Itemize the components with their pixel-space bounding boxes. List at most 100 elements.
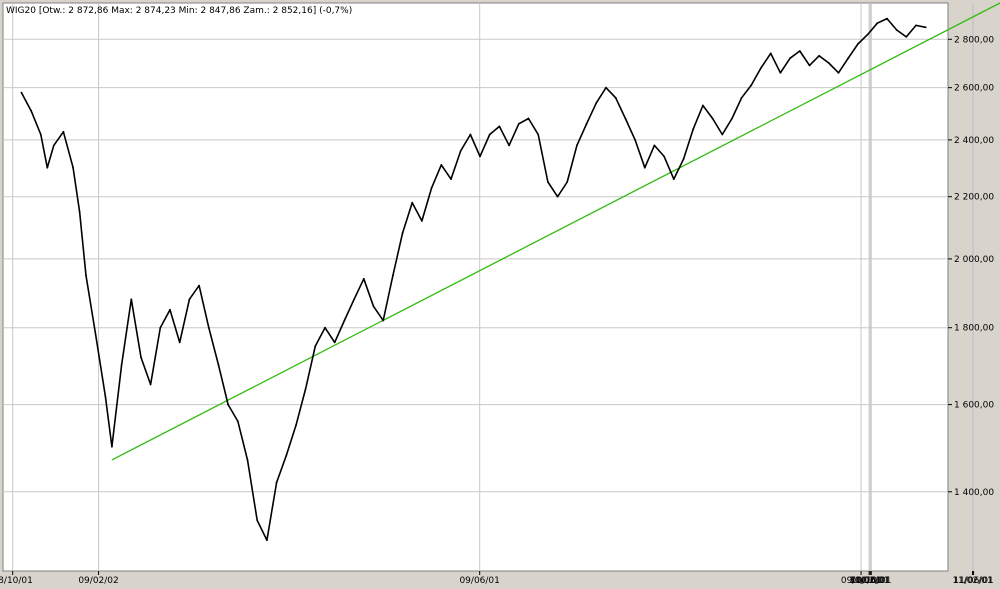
price-point-0-53 xyxy=(517,122,520,125)
price-point-0-34 xyxy=(333,341,336,344)
price-point-0-60 xyxy=(585,122,588,125)
price-point-0-52 xyxy=(508,144,510,147)
price-point-0-3 xyxy=(46,166,49,169)
price-point-0-41 xyxy=(401,232,404,235)
price-point-0-81 xyxy=(789,57,791,60)
x-tick-label-2: 09/06/01 xyxy=(459,576,499,586)
price-point-0-17 xyxy=(169,308,171,311)
plot-area xyxy=(2,2,949,572)
x-tick-label-6: 10/10/01 xyxy=(851,576,891,586)
price-point-0-57 xyxy=(556,195,559,198)
price-point-0-47 xyxy=(459,150,462,152)
chart-title: WIG20 [Otw.: 2 872,86 Max: 2 874,23 Min:… xyxy=(6,6,352,16)
x-tick-label-8: 11/06/01 xyxy=(953,576,993,586)
price-point-0-95 xyxy=(924,26,927,29)
price-point-0-50 xyxy=(488,133,491,136)
y-axis-ticks: 1 400,00 1 600,00 1 800,00 2 000,00 2 200,00… xyxy=(948,35,994,498)
price-point-0-83 xyxy=(808,64,811,67)
price-point-0-69 xyxy=(672,178,675,181)
price-point-0-88 xyxy=(857,43,859,45)
price-point-0-8 xyxy=(85,274,87,277)
price-point-0-54 xyxy=(527,117,530,120)
price-point-0-27 xyxy=(266,539,268,542)
y-tick-label-6: 2 600,00 xyxy=(954,84,994,94)
y-tick-label-5: 2 400,00 xyxy=(954,136,994,146)
price-point-0-51 xyxy=(498,125,501,128)
price-point-0-5 xyxy=(62,130,65,133)
x-tick-label-0: 08/10/01 xyxy=(0,576,33,586)
x-tick-label-1: 09/02/02 xyxy=(78,576,118,586)
x-tick-label-5: 10/06/01 xyxy=(850,576,890,586)
price-point-0-63 xyxy=(614,96,617,99)
y-tick-label-7: 2 800,00 xyxy=(954,35,994,45)
price-point-0-61 xyxy=(595,102,598,104)
price-point-0-85 xyxy=(827,62,830,64)
price-point-0-93 xyxy=(905,36,908,38)
price-point-0-15 xyxy=(149,383,152,386)
price-point-0-11 xyxy=(111,445,113,448)
price-point-0-28 xyxy=(275,481,278,484)
price-point-0-78 xyxy=(760,67,762,69)
price-point-0-49 xyxy=(479,155,481,158)
price-point-0-77 xyxy=(750,84,753,86)
price-point-0-9 xyxy=(94,334,97,336)
y-tick-label-1: 1 600,00 xyxy=(954,401,994,411)
price-point-0-71 xyxy=(692,128,695,131)
price-point-0-32 xyxy=(314,345,317,347)
x-tick-label-3: 09/10/01 xyxy=(841,576,881,586)
x-tick-label-7: 11/02/01 xyxy=(952,576,992,586)
price-point-0-2 xyxy=(39,133,42,136)
trendline-layer xyxy=(111,2,1000,461)
price-point-0-45 xyxy=(440,164,443,166)
price-point-0-20 xyxy=(198,284,201,287)
price-series-layer xyxy=(20,17,927,542)
price-point-0-87 xyxy=(847,57,850,60)
price-point-0-29 xyxy=(285,454,288,457)
price-point-0-1 xyxy=(30,109,32,112)
price-point-0-46 xyxy=(450,178,452,181)
price-point-0-90 xyxy=(876,22,879,25)
price-point-0-72 xyxy=(702,104,704,107)
trendline xyxy=(111,2,1000,461)
price-point-0-65 xyxy=(634,139,636,141)
price-point-0-66 xyxy=(643,166,646,169)
price-point-0-33 xyxy=(324,326,326,329)
price-point-0-75 xyxy=(731,117,733,120)
price-point-0-37 xyxy=(362,277,365,280)
price-point-0-16 xyxy=(159,326,162,329)
price-point-0-59 xyxy=(576,144,578,147)
x-axis-ticks: 08/10/01 09/02/02 09/06/01 09/10/0110/02/01… xyxy=(0,571,994,586)
price-point-0-82 xyxy=(798,50,801,52)
price-point-0-62 xyxy=(605,86,607,89)
price-point-0-79 xyxy=(769,52,772,55)
price-point-0-94 xyxy=(915,24,917,27)
price-point-0-31 xyxy=(304,387,307,390)
price-point-0-36 xyxy=(353,298,355,301)
price-point-0-21 xyxy=(207,326,210,329)
price-point-0-86 xyxy=(837,71,840,74)
price-point-0-4 xyxy=(52,144,55,147)
price-point-0-84 xyxy=(818,54,820,57)
price-point-0-55 xyxy=(537,133,540,136)
price-point-0-24 xyxy=(236,420,239,422)
price-point-0-30 xyxy=(295,424,297,427)
price-point-0-48 xyxy=(469,133,472,136)
price-point-0-64 xyxy=(624,117,627,120)
price-point-0-39 xyxy=(382,319,385,322)
price-point-0-56 xyxy=(547,181,549,183)
price-point-0-74 xyxy=(721,133,724,136)
price-point-0-13 xyxy=(130,298,133,301)
price-point-0-6 xyxy=(72,166,74,169)
price-point-0-73 xyxy=(711,117,714,120)
price-point-0-58 xyxy=(566,181,569,183)
price-point-0-7 xyxy=(78,210,81,213)
y-tick-label-2: 1 800,00 xyxy=(954,324,994,334)
price-point-0-25 xyxy=(246,459,249,461)
price-point-0-89 xyxy=(866,33,869,36)
price-point-0-67 xyxy=(653,144,656,147)
price-point-0-91 xyxy=(886,17,888,20)
price-point-0-19 xyxy=(188,298,191,301)
price-point-0-0 xyxy=(20,91,23,94)
price-point-0-76 xyxy=(740,96,743,99)
